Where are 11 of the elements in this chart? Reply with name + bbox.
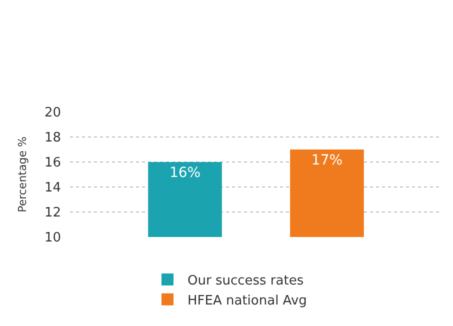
y-tick-label: 10	[44, 230, 61, 246]
data-label: 17%	[311, 152, 343, 168]
y-tick-label: 18	[44, 130, 61, 146]
y-axis-title: Percentage %	[16, 136, 30, 212]
y-tick-label: 12	[44, 206, 61, 221]
y-tick-label: 14	[44, 180, 61, 196]
data-label: 16%	[169, 165, 201, 181]
legend-label: HFEA national Avg	[188, 293, 307, 308]
y-tick-label: 16	[44, 156, 61, 171]
legend-label: Our success rates	[188, 274, 304, 289]
y-tick-label: 20	[44, 106, 61, 121]
